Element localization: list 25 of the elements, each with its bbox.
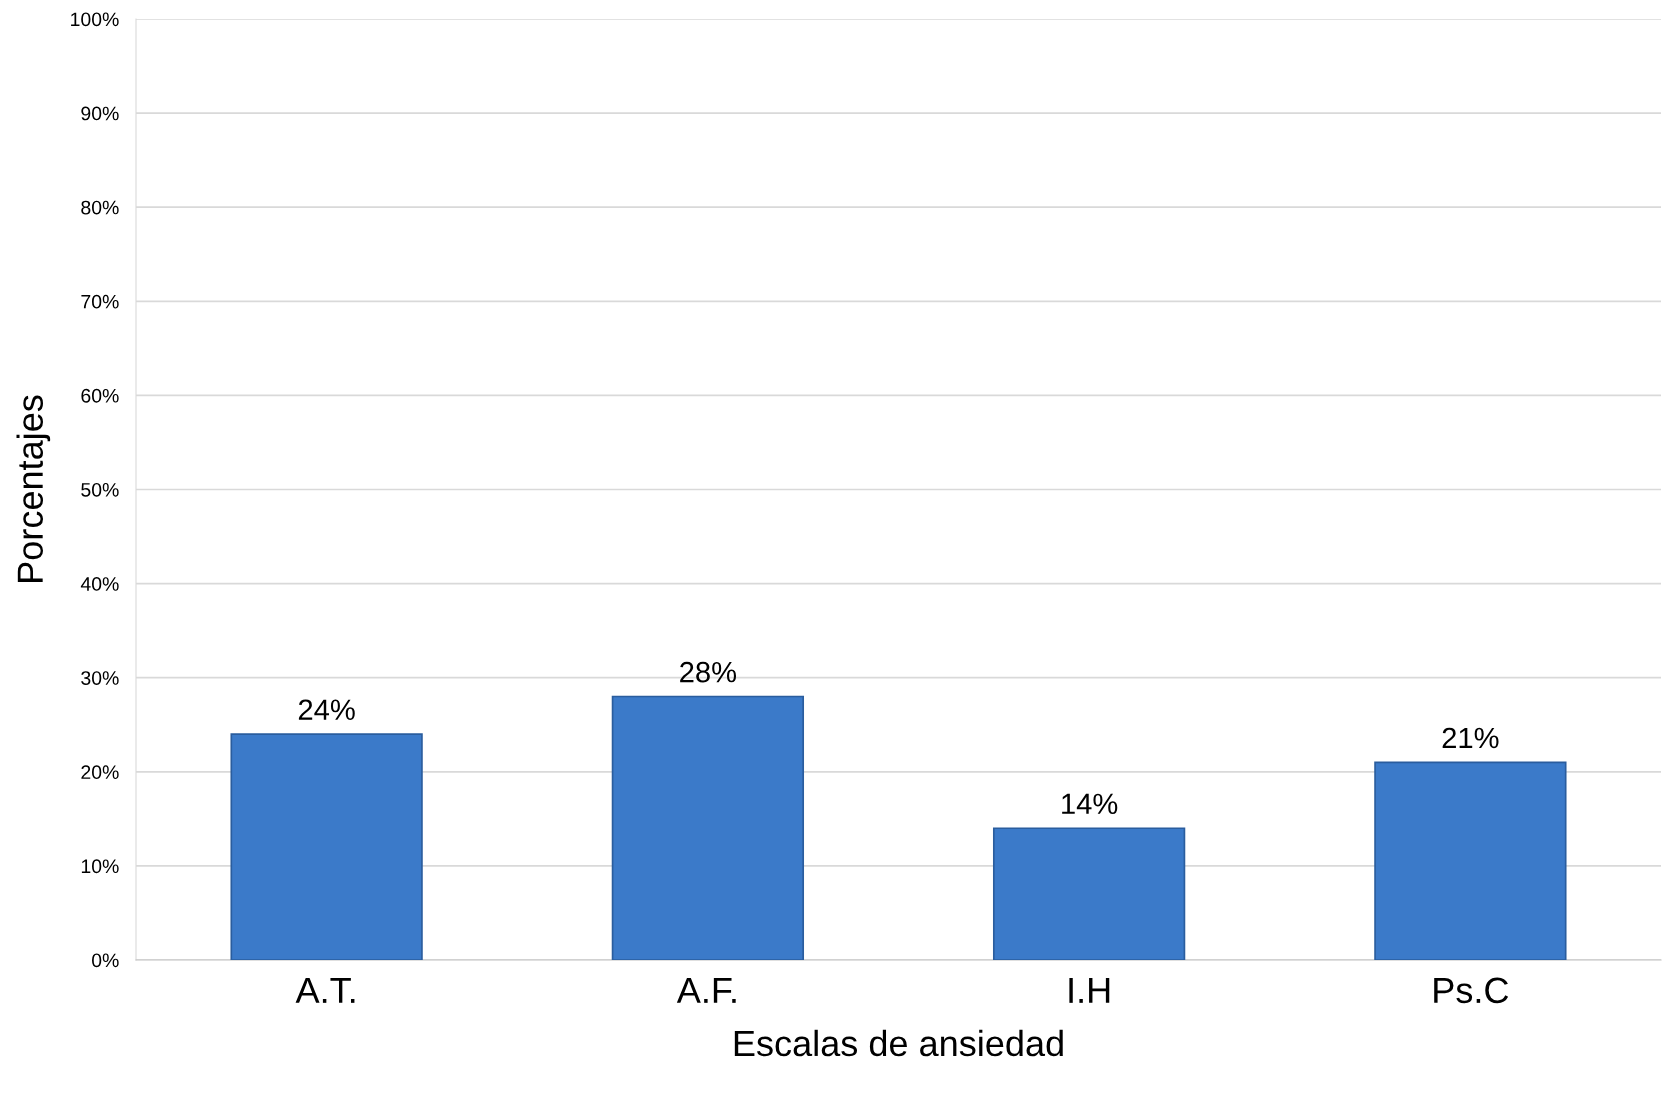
data-label: 14% (1062, 793, 1118, 815)
y-tick-label: 50% (81, 482, 119, 497)
y-tick-label: 30% (81, 671, 119, 685)
y-tick-label: 100% (71, 12, 119, 27)
y-tick-label: 40% (80, 577, 119, 591)
y-tick-label: 80% (81, 200, 119, 215)
x-tick-label: A.F. (676, 977, 736, 1003)
bar (230, 733, 423, 960)
y-tick-label: 90% (81, 106, 119, 121)
y-tick-label: 20% (81, 765, 119, 780)
x-axis-title: Escalas de ansiedad (734, 1029, 1063, 1057)
y-tick-label: 0% (91, 953, 119, 968)
x-tick-label: I.H (1069, 977, 1110, 1003)
y-axis-title: Porcentajes (16, 395, 51, 582)
y-tick-label: 60% (81, 388, 119, 403)
data-label: 28% (680, 661, 737, 683)
y-tick-label: 10% (81, 859, 119, 874)
bar (611, 695, 805, 960)
x-tick-label: A.T. (295, 977, 355, 1003)
y-tick-label: 70% (81, 294, 119, 309)
bar (992, 827, 1186, 960)
x-tick-label: Ps.C (1434, 977, 1509, 1004)
data-label: 21% (1442, 727, 1499, 749)
data-label: 24% (298, 699, 355, 720)
bar (1374, 761, 1567, 960)
